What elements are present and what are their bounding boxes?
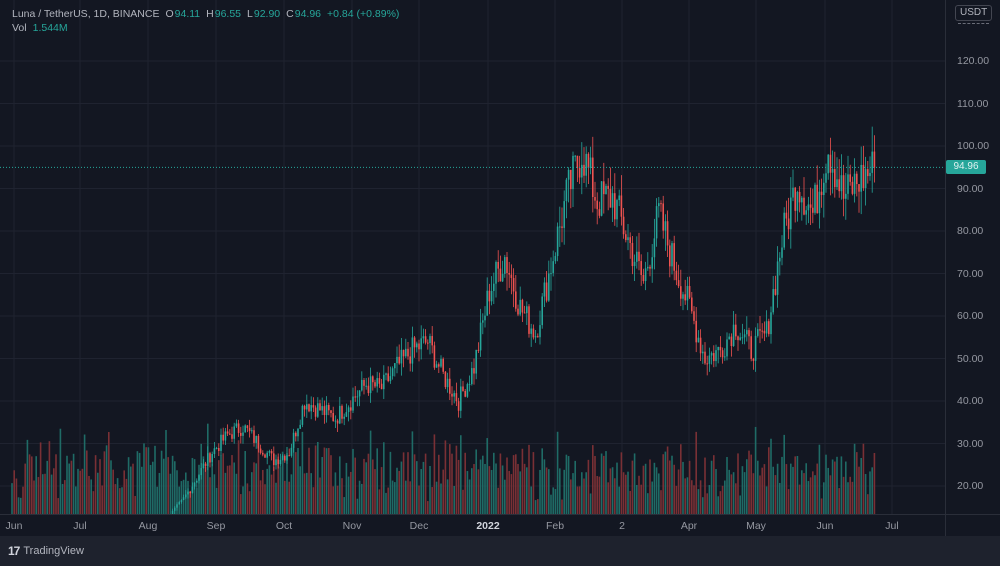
time-tick: Nov — [342, 520, 362, 532]
axis-corner — [945, 514, 1000, 536]
tradingview-logo-icon: 17 — [8, 544, 20, 558]
price-axis[interactable]: 120.00 110.00 100.00 90.00 80.00 70.00 60.00 50… — [945, 0, 1000, 514]
open-label: O — [165, 8, 174, 20]
time-tick: Sep — [206, 520, 226, 532]
close-value: 94.96 — [294, 8, 322, 20]
time-tick: Jun — [5, 520, 23, 532]
high-value: 96.55 — [214, 8, 242, 20]
candles — [171, 126, 876, 514]
brand-name: TradingView — [23, 545, 84, 557]
time-tick: Feb — [545, 520, 565, 532]
ohlc-row: Luna / TetherUS, 1D, BINANCE O94.11 H96.… — [12, 7, 399, 21]
candlestick-chart[interactable] — [0, 0, 945, 514]
change-value: +0.84 (+0.89%) — [327, 8, 400, 20]
footer: 17 TradingView — [0, 536, 1000, 566]
time-tick: 2 — [619, 520, 625, 532]
close-label: C — [286, 8, 294, 20]
volume-row: Vol 1.544M — [12, 21, 399, 35]
low-value: 92.90 — [253, 8, 281, 20]
time-axis[interactable]: Jun Jul Aug Sep Oct Nov Dec 2022 Feb 2 Apr May Jun Ju… — [0, 514, 945, 536]
time-tick: Aug — [138, 520, 158, 532]
price-tick: 20.00 — [957, 480, 984, 492]
currency-button[interactable]: USDT — [955, 5, 993, 24]
time-tick: Jul — [885, 520, 899, 532]
low-label: L — [247, 8, 253, 20]
price-tick: 70.00 — [957, 267, 984, 280]
time-tick: Jul — [73, 520, 87, 532]
price-tick: 120.00 — [957, 55, 990, 67]
volume-bars — [11, 423, 876, 514]
high-label: H — [206, 8, 214, 20]
time-tick: Jun — [816, 520, 834, 532]
chart-plot-area[interactable] — [0, 0, 945, 514]
price-tick: 80.00 — [957, 225, 984, 237]
price-tick: 50.00 — [957, 352, 984, 365]
chart-legend: Luna / TetherUS, 1D, BINANCE O94.11 H96.… — [12, 7, 399, 35]
time-tick: May — [746, 520, 766, 532]
time-tick: Dec — [409, 520, 429, 532]
volume-value: 1.544M — [32, 22, 68, 34]
price-tick: 40.00 — [957, 395, 984, 407]
price-tick: 100.00 — [957, 140, 990, 152]
price-tick: 90.00 — [957, 182, 984, 195]
price-tick: 110.00 — [957, 97, 989, 110]
chart-frame: Luna / TetherUS, 1D, BINANCE O94.11 H96.… — [0, 0, 1000, 536]
tradingview-brand[interactable]: 17 TradingView — [8, 544, 84, 558]
price-tick: 60.00 — [957, 310, 984, 322]
time-tick: Apr — [680, 520, 698, 532]
price-tick: 30.00 — [957, 437, 984, 450]
last-price-label: 94.96 — [946, 160, 986, 175]
time-tick: Oct — [275, 520, 293, 532]
symbol-title[interactable]: Luna / TetherUS, 1D, BINANCE — [12, 8, 160, 20]
open-value: 94.11 — [174, 8, 201, 20]
volume-label[interactable]: Vol — [12, 22, 27, 34]
time-tick: 2022 — [476, 520, 500, 532]
